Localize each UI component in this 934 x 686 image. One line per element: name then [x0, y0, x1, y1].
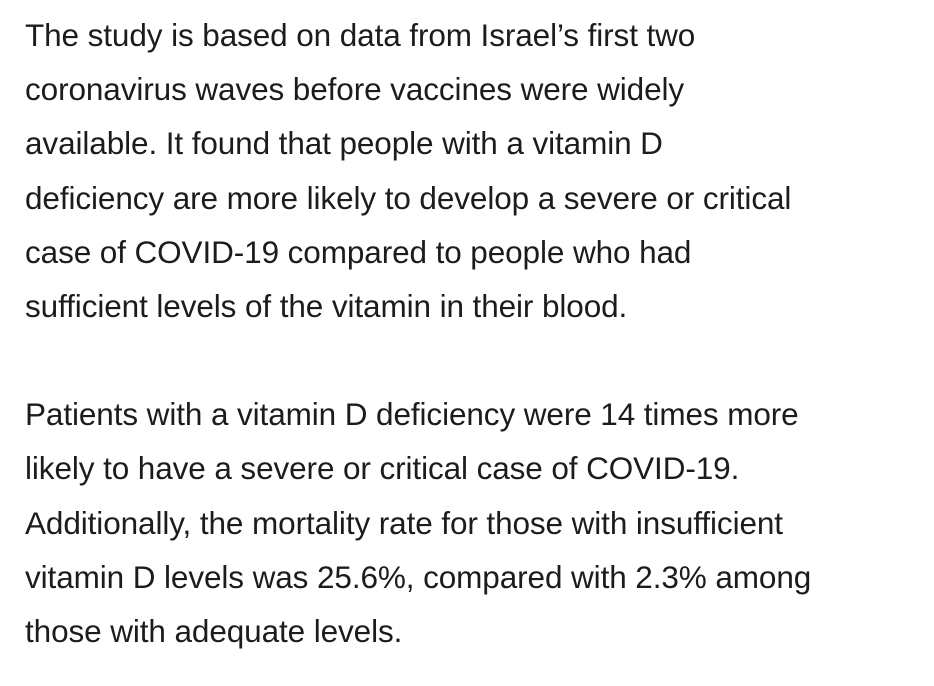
text-line: likely to have a severe or critical case…: [25, 450, 740, 487]
article-body: The study is based on data from Israel’s…: [25, 8, 925, 658]
text-line: available. It found that people with a v…: [25, 125, 663, 162]
text-line: those with adequate levels.: [25, 613, 403, 650]
text-line: deficiency are more likely to develop a …: [25, 179, 792, 216]
paragraph-study-overview: The study is based on data from Israel’s…: [25, 8, 925, 333]
text-line: case of COVID-19 compared to people who …: [25, 233, 692, 270]
paragraph-study-findings: Patients with a vitamin D deficiency wer…: [25, 387, 925, 658]
text-line: vitamin D levels was 25.6%, compared wit…: [25, 558, 812, 595]
text-line: sufficient levels of the vitamin in thei…: [25, 288, 628, 325]
text-line: coronavirus waves before vaccines were w…: [25, 71, 685, 108]
text-line: Patients with a vitamin D deficiency wer…: [25, 396, 799, 433]
text-line: The study is based on data from Israel’s…: [25, 17, 696, 53]
text-line: Additionally, the mortality rate for tho…: [25, 504, 783, 541]
